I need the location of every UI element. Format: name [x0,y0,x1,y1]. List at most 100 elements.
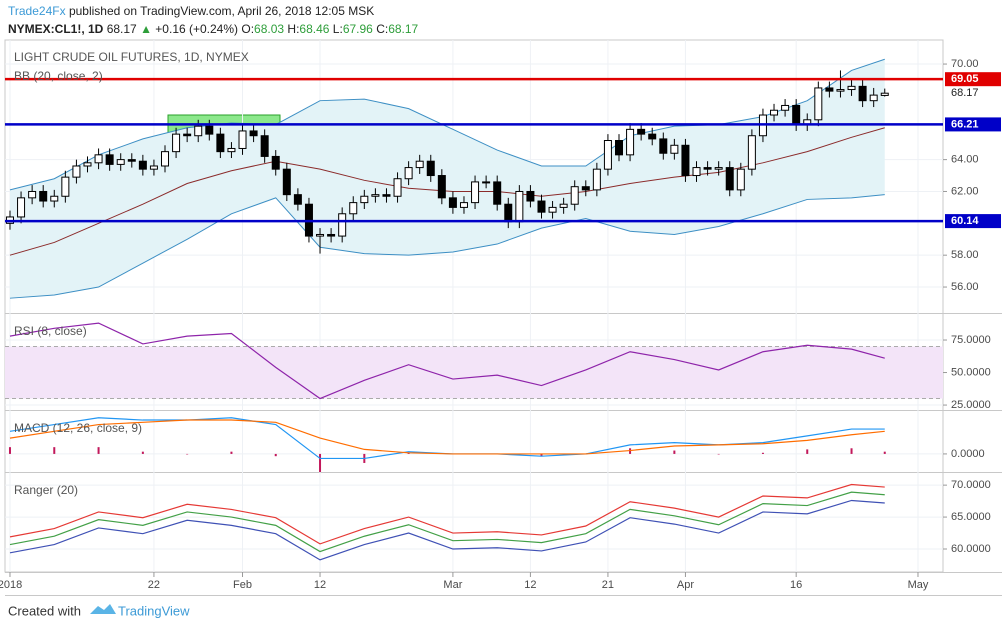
bb-line [9,58,885,191]
pane [9,483,885,561]
ohlc-label: L: [333,22,343,36]
pane-title: Ranger (20) [14,483,78,497]
candle-body [725,167,734,191]
level-tag [945,214,1001,229]
pane-title: RSI (8, close) [14,324,87,338]
y-tick-label: 50.0000 [951,366,991,378]
candle-body [161,151,170,167]
candle-body [659,138,668,154]
indicator-line [9,499,885,561]
candle-body [482,181,491,184]
y-tick-label: 58.00 [951,249,979,261]
candle-body [349,202,358,215]
candle-body [626,128,635,156]
ohlc-label: C: [376,22,388,36]
candle-body [371,194,380,197]
arrow: ▲ [140,22,152,36]
candle-body [703,167,712,170]
candle-body [493,181,502,205]
level-label: 66.21 [951,118,979,130]
x-tick-label: Mar [443,579,462,591]
histogram-bar [186,453,189,455]
histogram-bar [230,451,233,454]
candle-body [692,167,701,177]
candle-body [316,233,325,237]
candle-body [338,213,347,237]
candle-body [172,133,181,153]
candle-body [880,92,889,96]
candle-body [127,159,136,162]
candle-body [437,175,446,199]
pane-title: MACD (12, 26, close, 9) [14,421,142,435]
candle-body [592,168,601,191]
candle-body [260,135,269,157]
y-tick-label: 70.0000 [951,479,991,491]
candle-body [72,165,81,178]
ohlc-value: 68.17 [388,22,418,36]
candle-body [681,144,690,177]
x-tick-label: 2018 [0,579,22,591]
pane [8,417,886,472]
histogram-bar [53,447,56,454]
candle-body [537,200,546,213]
candle-body [814,87,823,121]
candle-body [415,160,424,169]
candle-body [360,195,369,204]
x-tick-label: Feb [233,579,252,591]
candle-body [792,104,801,126]
pane-subtitle: BB (20, close, 2) [14,69,103,83]
ohlc-value: 68.03 [254,22,284,36]
y-tick-label: 65.0000 [951,511,991,523]
y-tick-label: 62.00 [951,185,979,197]
y-tick-label: 56.00 [951,281,979,293]
candle-body [515,190,524,223]
header: Trade24Fx published on TradingView.com, … [8,4,374,18]
y-tick-label: 64.00 [951,154,979,166]
candle-body [581,186,590,191]
candle-body [227,147,236,153]
candle-body [736,168,745,191]
candle-body [238,130,247,149]
histogram-bar [540,453,543,457]
level-label: 69.05 [951,73,979,85]
bb-line [9,194,885,299]
histogram-bar [761,452,764,454]
candle-body [61,176,70,197]
candle-body [448,197,457,208]
footer-brand: TradingView [118,603,190,618]
candle-body [526,190,535,202]
indicator-line [9,419,885,455]
candle-body [404,167,413,180]
last-price: 68.17 [107,22,137,36]
candle-body [836,89,845,92]
histogram-bar [274,453,277,457]
candle-body [105,154,114,165]
candle-body [205,125,214,135]
ohlc-value: 68.46 [299,22,329,36]
candle-body [94,154,103,164]
y-tick-label: 75.0000 [951,334,991,346]
footer-created: Created with [8,603,81,618]
candle-body [603,140,612,170]
x-tick-label: May [908,579,929,591]
candle-body [847,85,856,91]
level-tag [945,72,1001,87]
tv-logo [90,604,116,614]
candle-body [149,165,158,170]
x-tick-label: 12 [314,579,326,591]
histogram-bar [883,451,886,454]
candle-body [138,160,147,170]
change: +0.16 (+0.24%) [155,22,238,36]
histogram-bar [97,447,100,454]
candle-body [858,85,867,102]
candle-body [426,160,435,177]
candle-body [825,87,834,92]
histogram-bar [806,449,809,454]
ohlc-label: H: [287,22,299,36]
candle-body [83,162,92,167]
candle-body [293,194,302,205]
indicator-line [9,491,885,553]
ohlc-value: 67.96 [343,22,373,36]
published: published on TradingView.com, April 26, … [69,4,374,18]
